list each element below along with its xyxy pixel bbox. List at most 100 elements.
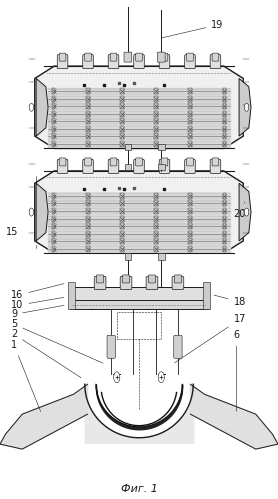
Bar bbox=[188, 88, 192, 94]
Bar bbox=[52, 118, 56, 124]
FancyBboxPatch shape bbox=[59, 53, 66, 61]
Bar bbox=[154, 88, 158, 94]
Bar bbox=[154, 96, 158, 102]
Bar bbox=[188, 141, 192, 147]
Bar bbox=[188, 208, 192, 214]
FancyBboxPatch shape bbox=[212, 53, 219, 61]
Bar bbox=[86, 133, 90, 139]
Bar bbox=[52, 208, 56, 214]
Bar bbox=[188, 216, 192, 222]
Bar bbox=[188, 246, 192, 252]
FancyBboxPatch shape bbox=[185, 55, 195, 68]
Bar bbox=[222, 111, 226, 117]
FancyBboxPatch shape bbox=[83, 55, 93, 68]
Bar bbox=[154, 208, 158, 214]
Circle shape bbox=[29, 103, 34, 111]
FancyBboxPatch shape bbox=[57, 55, 68, 68]
FancyBboxPatch shape bbox=[96, 275, 104, 283]
FancyBboxPatch shape bbox=[136, 53, 142, 61]
Polygon shape bbox=[36, 78, 48, 136]
Bar bbox=[86, 208, 90, 214]
Text: 2: 2 bbox=[11, 329, 81, 378]
FancyBboxPatch shape bbox=[94, 276, 106, 289]
Bar bbox=[222, 133, 226, 139]
Text: 17: 17 bbox=[175, 314, 246, 363]
Bar bbox=[120, 223, 124, 229]
FancyBboxPatch shape bbox=[210, 55, 221, 68]
FancyBboxPatch shape bbox=[122, 275, 130, 283]
Bar bbox=[154, 103, 158, 109]
Bar bbox=[52, 246, 56, 252]
FancyBboxPatch shape bbox=[85, 158, 91, 166]
Bar bbox=[86, 126, 90, 132]
Text: 9: 9 bbox=[11, 305, 64, 319]
FancyBboxPatch shape bbox=[159, 160, 170, 174]
Bar bbox=[52, 223, 56, 229]
Bar bbox=[120, 246, 124, 252]
FancyBboxPatch shape bbox=[59, 158, 66, 166]
FancyBboxPatch shape bbox=[136, 158, 142, 166]
Text: 6: 6 bbox=[234, 330, 240, 411]
Circle shape bbox=[244, 103, 249, 111]
Bar bbox=[188, 193, 192, 199]
Bar bbox=[188, 118, 192, 124]
FancyBboxPatch shape bbox=[174, 335, 182, 358]
Bar bbox=[222, 223, 226, 229]
Bar bbox=[188, 111, 192, 117]
FancyBboxPatch shape bbox=[124, 52, 132, 62]
Circle shape bbox=[114, 372, 120, 383]
Polygon shape bbox=[0, 384, 88, 449]
Bar bbox=[222, 126, 226, 132]
Bar bbox=[188, 238, 192, 244]
Bar bbox=[125, 144, 131, 151]
Bar bbox=[120, 201, 124, 207]
Bar bbox=[154, 193, 158, 199]
Bar bbox=[154, 133, 158, 139]
Bar bbox=[120, 103, 124, 109]
Bar bbox=[222, 231, 226, 237]
Bar bbox=[222, 103, 226, 109]
FancyBboxPatch shape bbox=[107, 335, 115, 358]
FancyBboxPatch shape bbox=[70, 287, 208, 301]
Bar bbox=[120, 238, 124, 244]
Bar bbox=[154, 246, 158, 252]
FancyBboxPatch shape bbox=[161, 158, 168, 166]
Bar bbox=[86, 111, 90, 117]
Bar bbox=[86, 118, 90, 124]
Text: 15: 15 bbox=[6, 227, 18, 237]
FancyBboxPatch shape bbox=[172, 276, 184, 289]
Bar bbox=[158, 164, 165, 171]
FancyBboxPatch shape bbox=[110, 53, 117, 61]
Bar bbox=[154, 111, 158, 117]
Polygon shape bbox=[35, 66, 243, 149]
Bar bbox=[222, 246, 226, 252]
FancyBboxPatch shape bbox=[174, 275, 182, 283]
Bar bbox=[86, 193, 90, 199]
Bar bbox=[154, 238, 158, 244]
Bar bbox=[222, 193, 226, 199]
Bar bbox=[86, 88, 90, 94]
Bar bbox=[158, 144, 165, 151]
Bar bbox=[86, 201, 90, 207]
Bar bbox=[188, 133, 192, 139]
Bar bbox=[222, 208, 226, 214]
Bar bbox=[120, 96, 124, 102]
Bar bbox=[222, 96, 226, 102]
FancyBboxPatch shape bbox=[85, 53, 91, 61]
FancyBboxPatch shape bbox=[210, 160, 221, 174]
Bar bbox=[52, 103, 56, 109]
Bar bbox=[222, 118, 226, 124]
FancyBboxPatch shape bbox=[146, 276, 158, 289]
FancyBboxPatch shape bbox=[185, 160, 195, 174]
Bar bbox=[154, 141, 158, 147]
Bar bbox=[222, 88, 226, 94]
Bar bbox=[120, 141, 124, 147]
FancyBboxPatch shape bbox=[157, 52, 165, 62]
Bar bbox=[120, 88, 124, 94]
Bar bbox=[120, 118, 124, 124]
Bar bbox=[120, 216, 124, 222]
FancyBboxPatch shape bbox=[110, 158, 117, 166]
Circle shape bbox=[29, 208, 34, 216]
Text: Фиг. 1: Фиг. 1 bbox=[121, 484, 157, 494]
Bar bbox=[120, 126, 124, 132]
